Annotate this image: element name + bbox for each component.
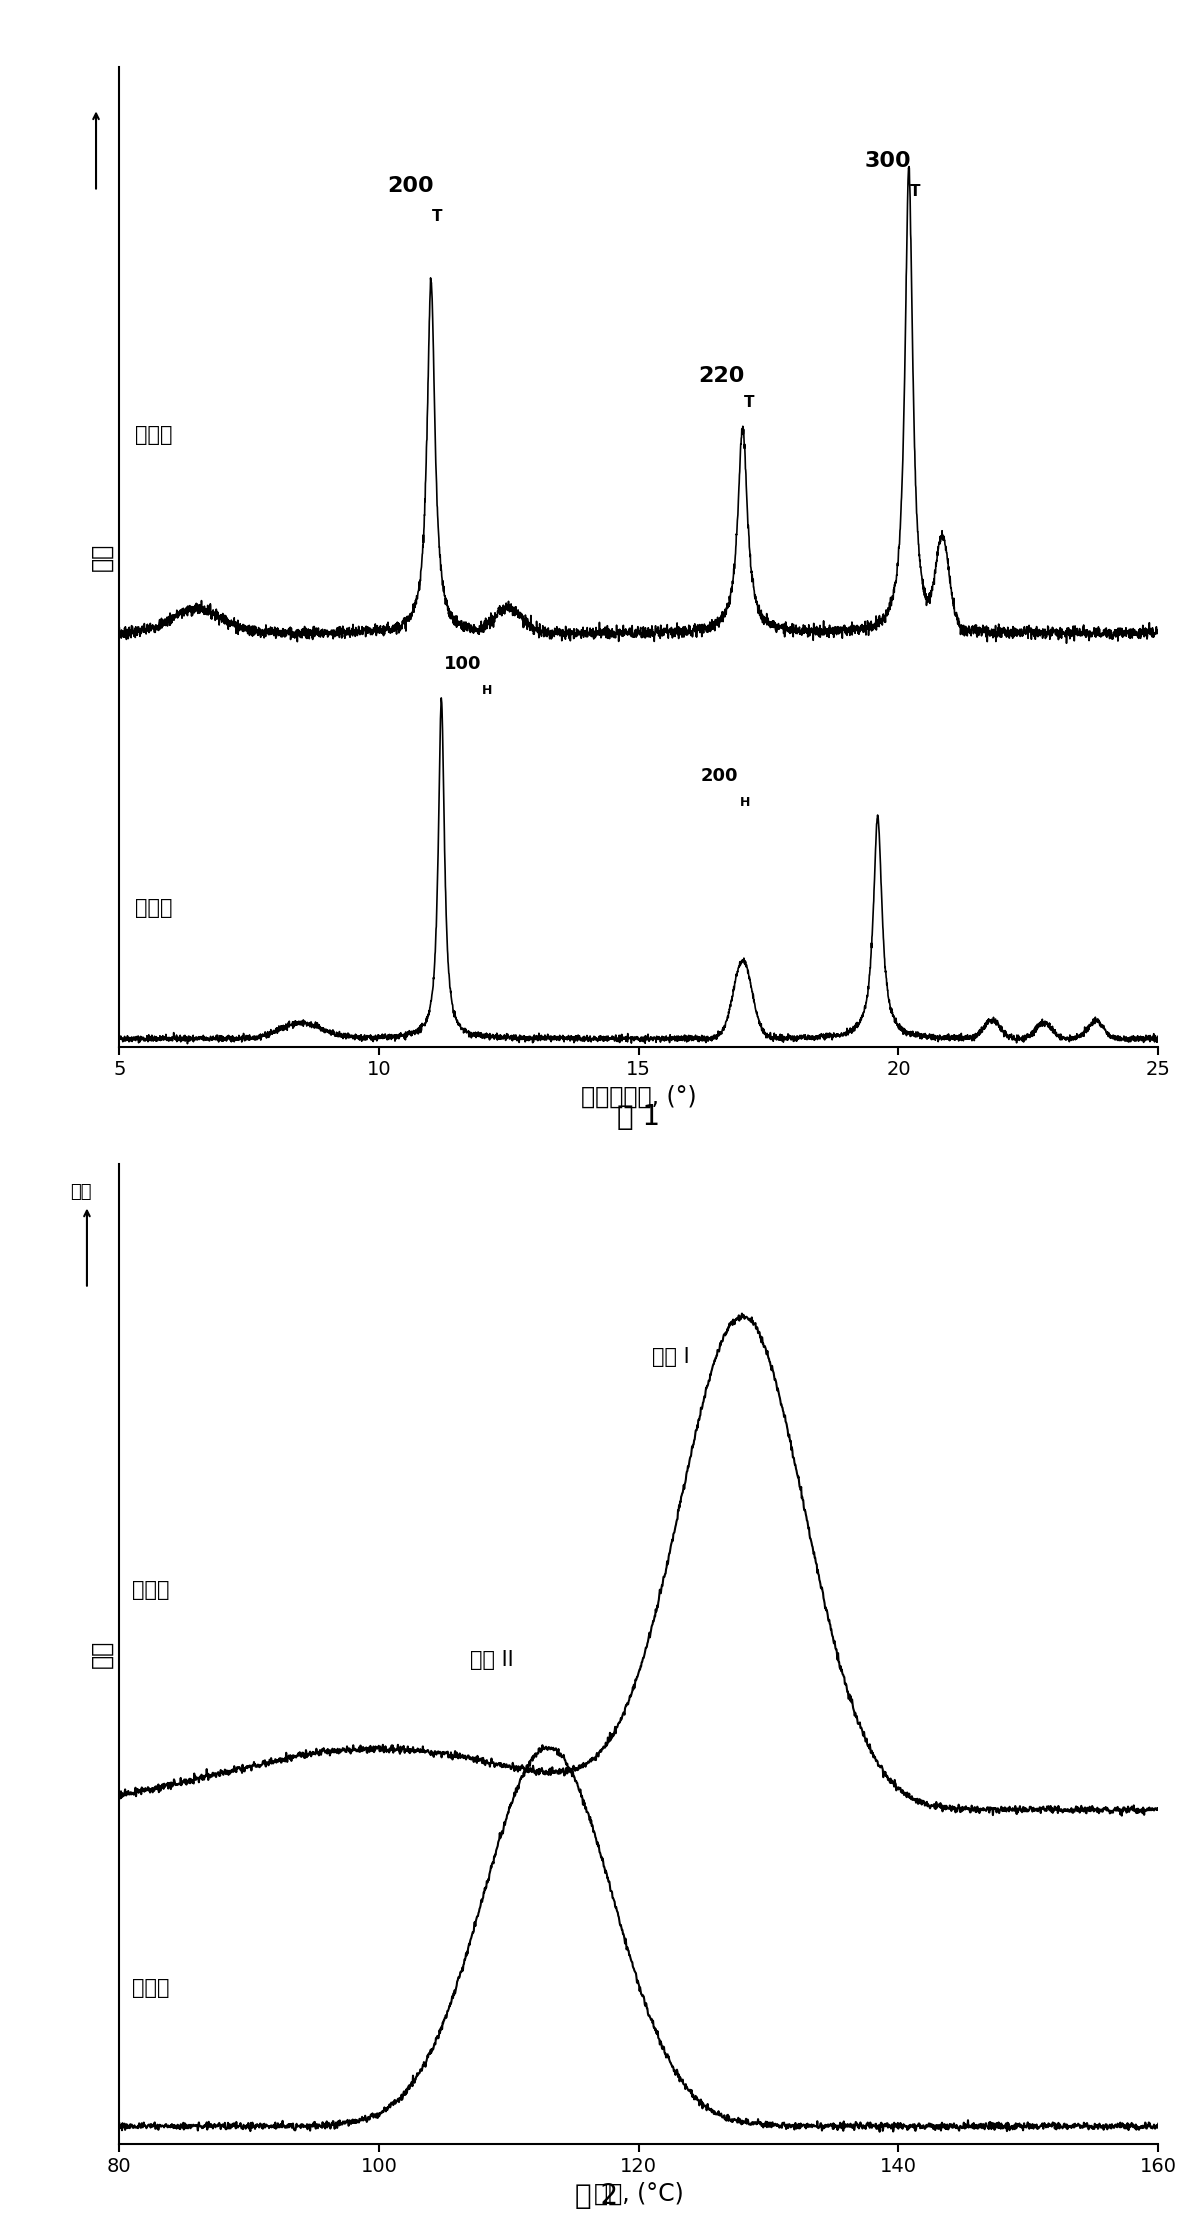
- Text: 200: 200: [387, 176, 433, 197]
- Text: 图 2: 图 2: [576, 2182, 618, 2211]
- Text: H: H: [482, 683, 492, 697]
- X-axis label: 温度, (°C): 温度, (°C): [593, 2182, 684, 2206]
- Y-axis label: 强度: 强度: [90, 543, 113, 572]
- Text: 处理前: 处理前: [135, 898, 172, 918]
- Text: 处理后: 处理后: [135, 424, 172, 444]
- Text: 300: 300: [864, 150, 911, 170]
- X-axis label: 两倍入射角, (°): 两倍入射角, (°): [581, 1085, 696, 1108]
- Text: T: T: [432, 208, 443, 223]
- Text: 吸热: 吸热: [70, 1183, 92, 1201]
- Text: T: T: [744, 395, 755, 411]
- Text: 晶型 II: 晶型 II: [470, 1650, 513, 1670]
- Text: 220: 220: [698, 366, 745, 386]
- Text: 图 1: 图 1: [617, 1103, 660, 1132]
- Text: 处理前: 处理前: [133, 1978, 170, 1999]
- Text: 100: 100: [444, 654, 481, 672]
- Text: H: H: [740, 795, 751, 808]
- Text: T: T: [910, 183, 921, 199]
- Text: 处理后: 处理后: [133, 1579, 170, 1599]
- Y-axis label: 熔变: 熔变: [90, 1639, 113, 1668]
- Text: 200: 200: [701, 766, 739, 786]
- Text: 晶型 I: 晶型 I: [652, 1346, 689, 1367]
